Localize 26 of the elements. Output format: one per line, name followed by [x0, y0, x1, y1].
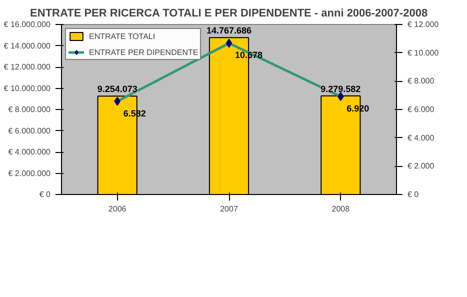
y2-tick-label: € 4.000 [408, 133, 435, 142]
x-tick-label: 2008 [332, 204, 350, 214]
data-label: 10.678 [235, 50, 263, 60]
y2-tick-label: € 8.000 [408, 76, 435, 86]
y-tick-label: € 2.000.000 [8, 168, 52, 178]
y2-tick-label: € 10.000 [408, 48, 440, 58]
y-tick-label: € 10.000.000 [4, 84, 52, 93]
y2-tick-label: € 2.000 [408, 162, 435, 171]
x-tick-label: 2007 [220, 204, 238, 214]
y2-tick-label: € 0 [408, 190, 420, 199]
y-tick-label: € 8.000.000 [8, 105, 52, 114]
chart-title: ENTRATE PER RICERCA TOTALI E PER DIPENDENTE - anni 2006-2007-2008 [30, 8, 428, 20]
y-tick-label: € 6.000.000 [8, 126, 52, 136]
data-label: 14.767.686 [206, 26, 252, 36]
data-label: 9.254.073 [97, 84, 138, 94]
legend-label: ENTRATE TOTALI [89, 31, 156, 41]
y-tick-label: € 4.000.000 [8, 148, 52, 156]
y-tick-label: € 16.000.000 [4, 20, 52, 29]
legend-label: ENTRATE PER DIPENDENTE [89, 47, 198, 57]
y-tick-label: € 12.000.000 [4, 62, 52, 72]
data-label: 9.279.582 [320, 84, 361, 94]
x-tick-label: 2006 [108, 204, 127, 214]
y2-tick-label: € 6.000 [408, 105, 435, 114]
y2-tick-label: € 12.000 [408, 20, 440, 29]
y-tick-label: € 0 [39, 190, 52, 199]
y-tick-label: € 14.000.000 [4, 41, 52, 50]
